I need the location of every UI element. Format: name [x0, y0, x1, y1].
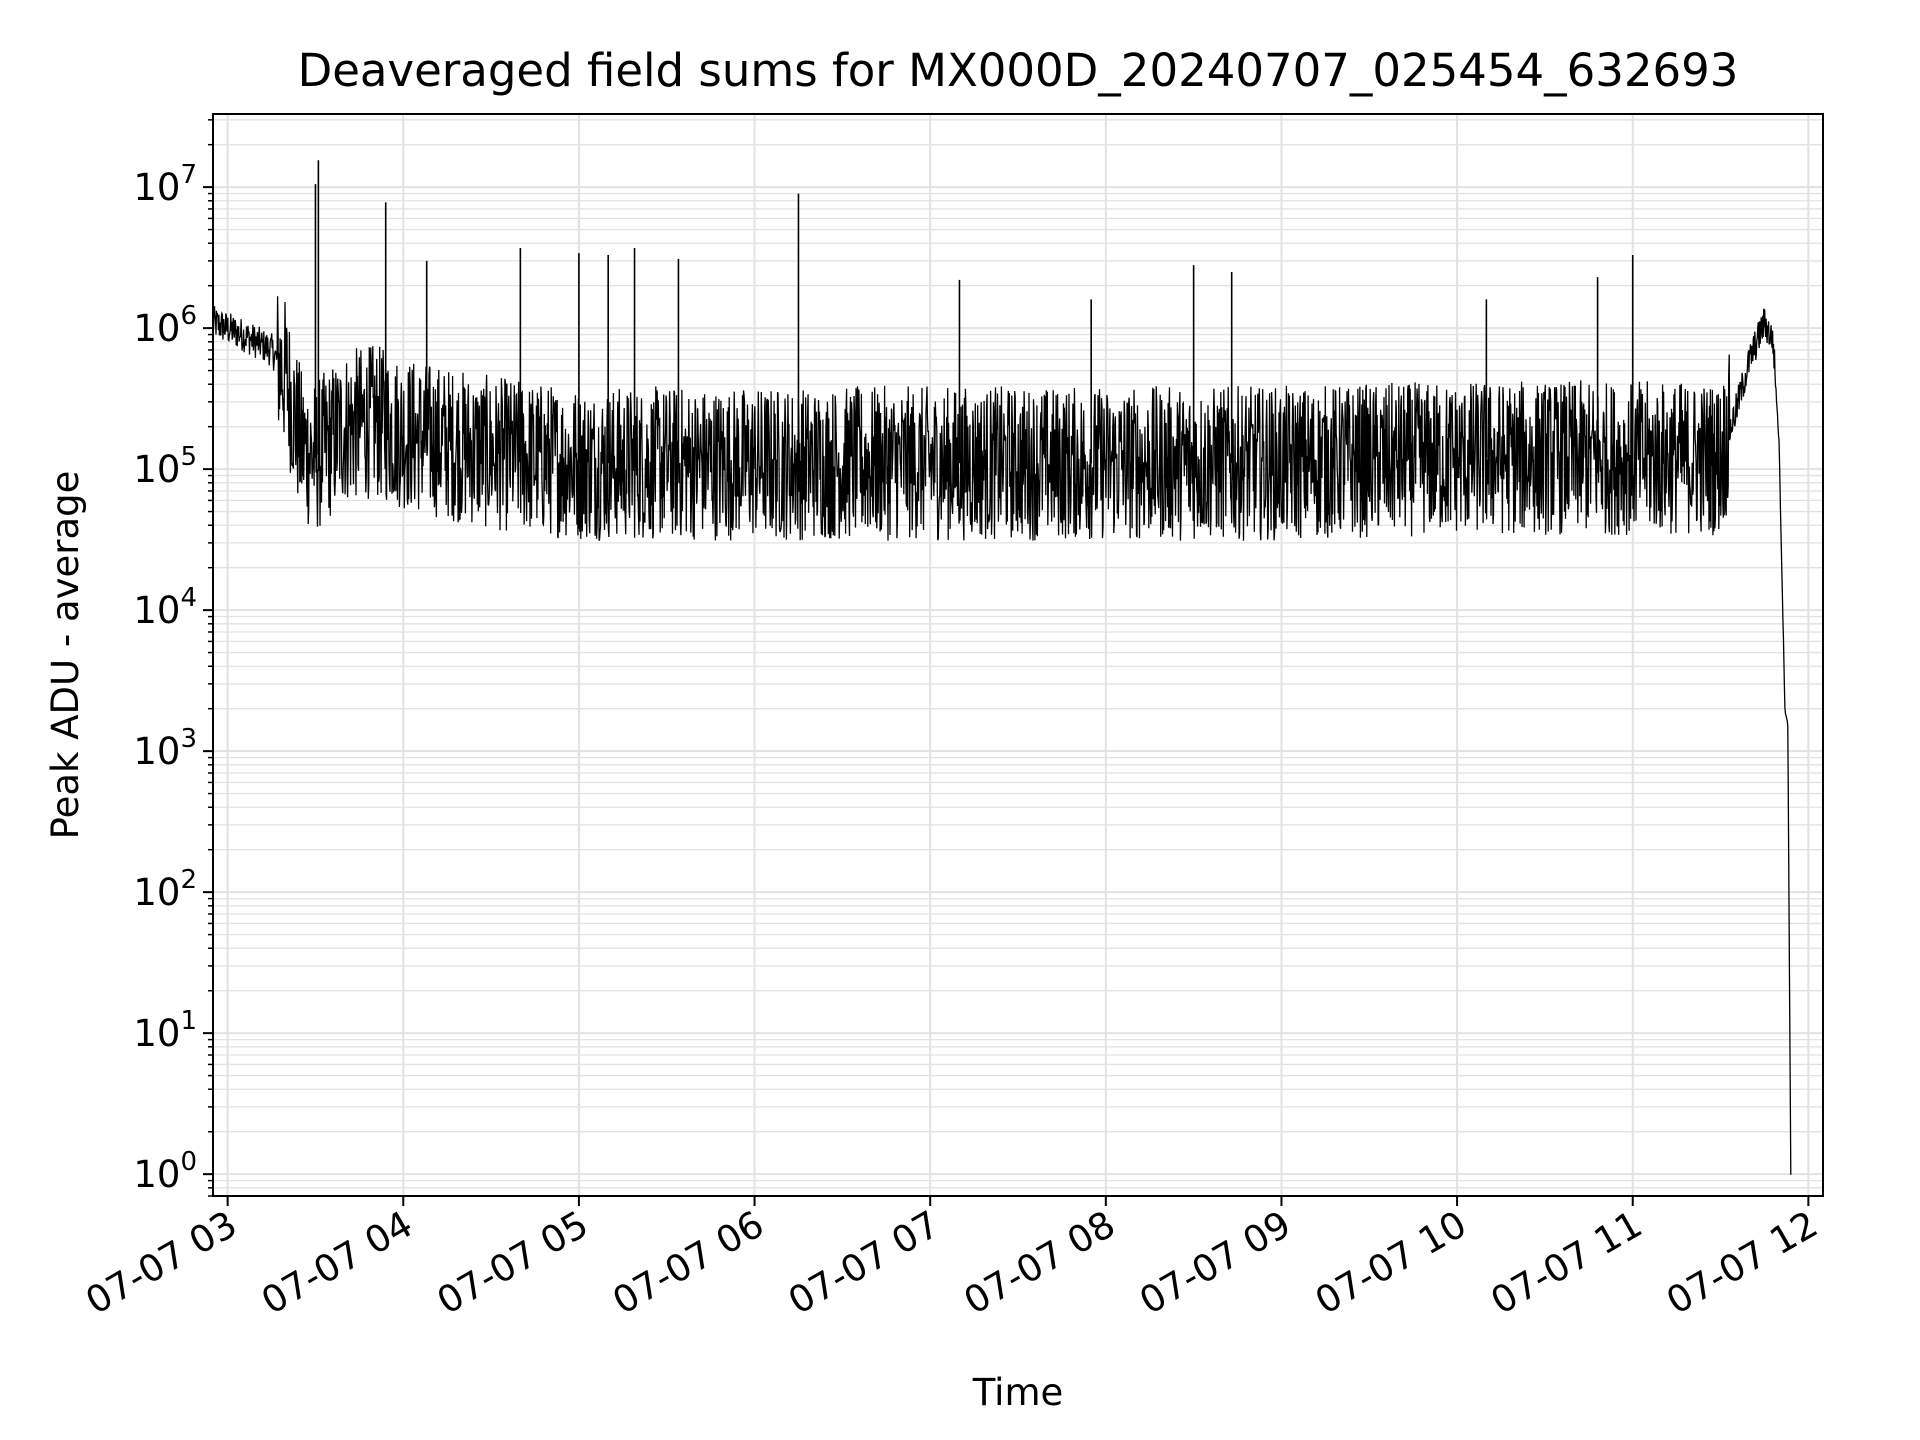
- y-tick-label: 104: [133, 583, 197, 632]
- y-tick-label: 107: [133, 160, 197, 209]
- y-tick-label: 106: [133, 301, 197, 350]
- y-tick-label: 103: [133, 724, 197, 773]
- y-tick-label: 102: [133, 865, 197, 914]
- y-axis-label: Peak ADU - average: [44, 471, 87, 840]
- chart-title: Deaveraged field sums for MX000D_2024070…: [298, 44, 1739, 97]
- series-line: [212, 296, 1792, 1175]
- y-tick-label: 101: [133, 1006, 197, 1055]
- y-tick-label: 100: [133, 1147, 197, 1196]
- data-series: [212, 160, 1792, 1175]
- y-tick-label: 105: [133, 442, 197, 491]
- plot-frame: [212, 113, 1824, 1197]
- y-axis: 100 101 102 103 104 105 106 107: [133, 119, 213, 1197]
- x-axis-label: Time: [972, 1371, 1064, 1414]
